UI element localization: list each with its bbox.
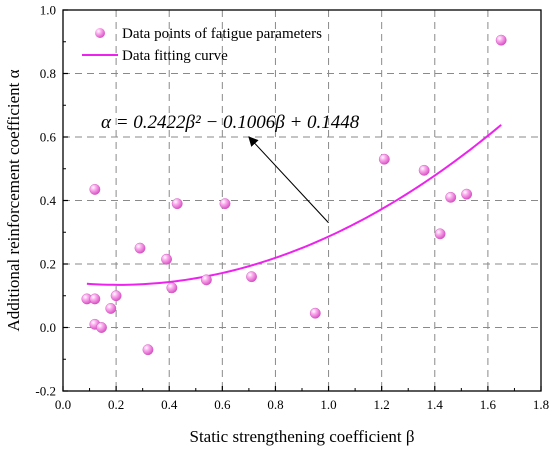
data-point	[89, 293, 101, 305]
annotation-arrow-layer	[248, 136, 329, 224]
data-point	[200, 274, 212, 286]
legend: Data points of fatigue parameters Data f…	[82, 26, 322, 64]
y-tick-label: 0.2	[40, 257, 56, 272]
x-tick-label: 1.0	[320, 397, 336, 412]
y-tick-label: -0.2	[35, 384, 56, 399]
data-point	[142, 344, 154, 356]
y-tick-label: 0.4	[40, 193, 57, 208]
x-tick-label: 1.2	[374, 397, 390, 412]
plot-frame	[62, 9, 542, 392]
data-point	[309, 307, 321, 319]
x-tick-label: 1.8	[533, 397, 549, 412]
annotation-arrow	[248, 136, 329, 224]
x-tick-label: 0.8	[267, 397, 283, 412]
fit-equation-annotation: α = 0.2422β² − 0.1006β + 0.1448	[101, 112, 360, 133]
data-points-layer	[81, 34, 507, 356]
x-tick-label: 0.2	[108, 397, 124, 412]
data-point	[96, 322, 107, 333]
x-tick-label: 1.6	[480, 397, 497, 412]
y-tick-label: 0.8	[40, 66, 56, 81]
data-point	[110, 290, 122, 302]
data-point	[134, 242, 146, 254]
data-point	[461, 188, 473, 200]
data-point	[246, 271, 257, 283]
x-ticks: 0.0 0.2 0.4 0.6 0.8 1.0 1.2 1.4 1.6 1.8	[55, 386, 549, 412]
data-point	[105, 303, 117, 314]
y-tick-label: 0.6	[40, 130, 57, 145]
grid-lines	[63, 10, 541, 391]
data-point	[171, 198, 183, 210]
data-point	[219, 198, 231, 210]
data-point	[434, 228, 446, 240]
data-point	[166, 282, 178, 294]
fitting-curve-layer	[86, 124, 502, 286]
x-tick-label: 0.0	[55, 397, 71, 412]
data-point	[445, 191, 457, 203]
data-point	[418, 164, 430, 176]
x-axis-title: Static strengthening coefficient β	[189, 427, 414, 446]
y-ticks: -0.2 0.0 0.2 0.4 0.6 0.8 1.0	[35, 3, 68, 399]
x-tick-label: 0.4	[161, 397, 178, 412]
x-tick-label: 1.4	[427, 397, 444, 412]
legend-label-curve: Data fitting curve	[122, 48, 228, 64]
data-point	[89, 183, 101, 195]
x-tick-label: 0.6	[214, 397, 231, 412]
data-point	[161, 253, 172, 265]
fitting-curve	[86, 124, 502, 286]
data-point	[495, 34, 507, 46]
y-tick-label: 1.0	[40, 3, 56, 18]
legend-marker-points	[95, 28, 105, 38]
legend-label-points: Data points of fatigue parameters	[122, 26, 322, 42]
data-point	[378, 153, 390, 165]
y-axis-title: Additional reinforcement coefficient α	[4, 69, 23, 331]
y-tick-label: 0.0	[40, 320, 56, 335]
